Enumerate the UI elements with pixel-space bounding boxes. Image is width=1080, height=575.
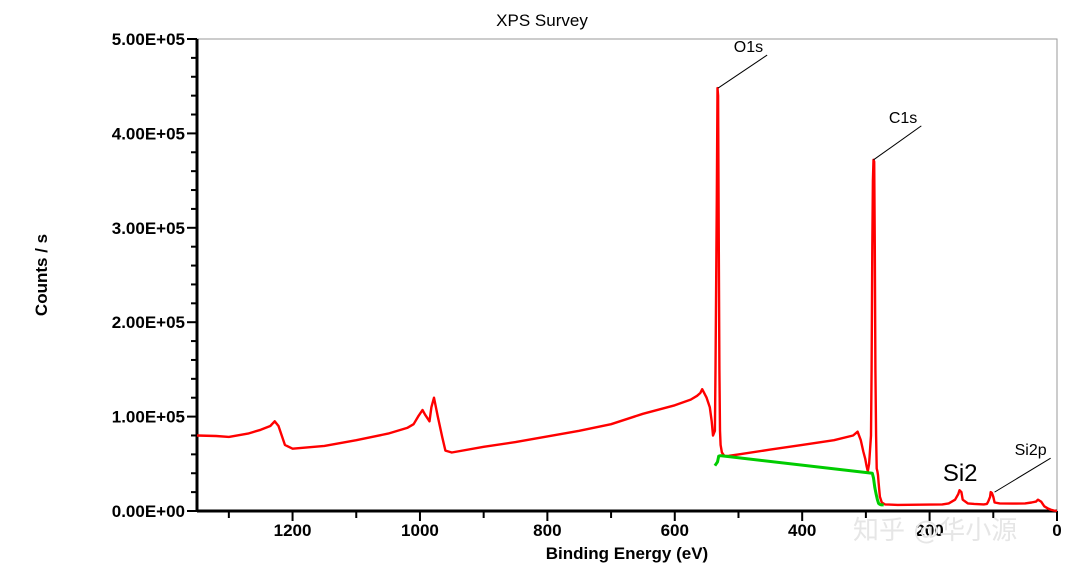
y-tick-label: 5.00E+05	[112, 30, 185, 49]
peak-leader-line	[717, 54, 768, 89]
chart-title: XPS Survey	[496, 11, 588, 30]
x-tick-label: 200	[915, 521, 943, 540]
x-tick-label: 400	[788, 521, 816, 540]
y-tick-label: 1.00E+05	[112, 408, 185, 427]
x-tick-label: 0	[1052, 521, 1061, 540]
y-tick-label: 4.00E+05	[112, 124, 185, 143]
x-tick-label: 1200	[274, 521, 312, 540]
plot-frame	[196, 38, 1058, 512]
x-tick-label: 1000	[401, 521, 439, 540]
axes-layer: 0.00E+00 1.00E+05 2.00E+05 3.00E+05 4.00E+05…	[112, 30, 1062, 540]
x-tick-label: 800	[533, 521, 561, 540]
peak-leader-line	[873, 125, 922, 161]
peak-label: Si2	[943, 460, 978, 487]
x-tick-label: 600	[661, 521, 689, 540]
y-tick-label: 2.00E+05	[112, 313, 185, 332]
spectrum-line	[196, 86, 1058, 513]
peak-label: Si2p	[1015, 442, 1047, 459]
peak-label: O1s	[734, 39, 763, 56]
x-axis-label: Binding Energy (eV)	[546, 544, 708, 563]
y-axis-label: Counts / s	[32, 234, 51, 316]
peak-label: C1s	[889, 110, 917, 127]
watermark: 知乎 @华小源	[853, 516, 1017, 546]
y-tick-label: 0.00E+00	[112, 502, 185, 521]
annotation-layer: O1s C1s Si2p Si2	[717, 39, 1051, 493]
background-fit-line	[713, 454, 884, 507]
plot-layer	[196, 86, 1058, 513]
peak-leader-line	[994, 457, 1051, 493]
y-tick-label: 3.00E+05	[112, 219, 185, 238]
